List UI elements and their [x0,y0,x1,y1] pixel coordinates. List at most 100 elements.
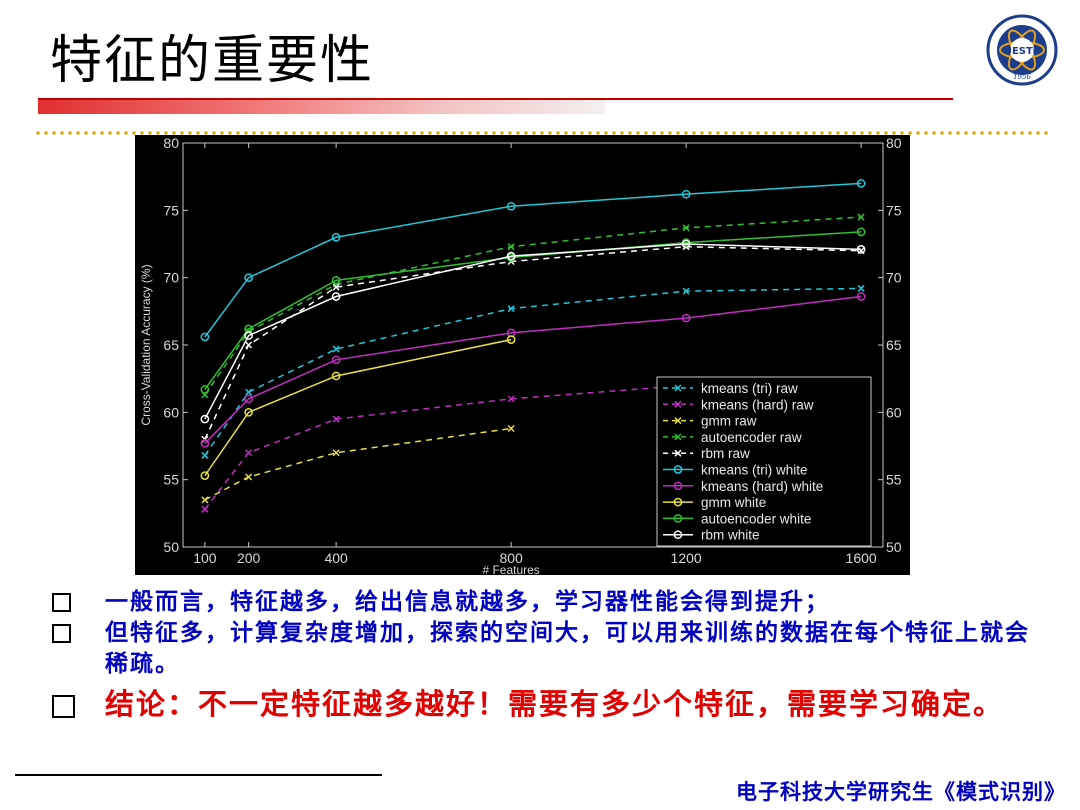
y-tick-label-right: 75 [886,202,902,218]
y-tick-label: 60 [163,404,179,420]
data-point [681,189,691,199]
data-point [331,371,341,381]
x-tick-label: 1600 [846,550,877,566]
data-point [673,530,683,540]
y-tick-label-right: 80 [886,135,902,151]
y-tick-label-right: 70 [886,270,902,286]
data-point [244,331,253,340]
x-tick-label: 400 [324,550,348,566]
data-point [674,400,682,408]
title-gradient-bar [38,100,605,114]
x-tick-label: 800 [499,550,523,566]
series-kmeans-hard-raw [201,381,690,513]
footer-course-name: 电子科技大学研究生《模式识别》 [736,779,1066,804]
legend-label: gmm raw [701,414,757,429]
data-point [201,496,209,504]
legend-label: rbm raw [701,446,750,461]
data-point [245,473,253,481]
data-point [332,449,340,457]
series-line [204,243,862,420]
bullet-item-2: 但特征多，计算复杂度增加，探索的空间大，可以用来训练的数据在每个特征上就会稀疏。 [50,617,1030,679]
data-point [244,273,253,283]
data-point [200,414,210,424]
data-point [507,243,515,251]
university-logo: UESTC 1956 [986,14,1058,86]
data-point [332,345,340,353]
y-tick-label-right: 50 [886,539,902,555]
bullet-text-1: 一般而言，特征越多，给出信息就越多，学习器性能会得到提升； [105,588,830,615]
data-point [856,292,866,301]
logo-year: 1956 [1013,73,1031,81]
series-line [204,216,862,396]
series-kmeans-tri-raw [201,284,865,459]
y-tick-label: 65 [163,337,179,353]
series-kmeans-tri-white [200,179,866,342]
data-point [331,292,341,301]
data-point [331,232,341,242]
data-point [245,341,253,349]
data-point [674,417,682,425]
data-point [245,388,253,396]
data-point [201,451,209,459]
data-point [506,335,516,344]
data-point [682,287,690,295]
bullet-box-icon [52,695,75,718]
data-point [331,276,341,285]
bullet-box-icon [52,624,71,643]
series-line [204,427,512,501]
data-point [673,465,683,474]
series-line [204,287,862,456]
legend-label: gmm white [701,495,766,510]
data-point [507,305,515,313]
legend-label: autoencoder white [701,511,811,526]
data-point [201,505,209,513]
slide-title: 特征的重要性 [50,31,375,91]
data-point [507,395,515,403]
legend-label: kmeans (tri) white [701,463,808,478]
x-axis-label: # Features [482,563,539,575]
data-point [674,384,682,392]
bullet-item-1: 一般而言，特征越多，给出信息就越多，学习器性能会得到提升； [50,586,1030,617]
data-point [245,449,253,457]
data-point [200,471,210,480]
data-point [200,385,210,394]
data-point [673,514,683,523]
x-tick-label: 100 [193,550,217,566]
y-axis-label: Cross-Validation Accuracy (%) [139,264,153,425]
series-line [204,384,687,510]
series-line [204,245,862,440]
legend-label: kmeans (hard) raw [701,397,814,412]
data-point [856,179,866,188]
series-line [204,295,862,444]
conclusion-item: 结论：不一定特征越多越好！需要有多少个特征，需要学习确定。 [50,685,1030,723]
series-gmm-white [200,335,516,480]
series-rbm-white [200,239,866,424]
data-point [244,394,253,404]
series-line [204,182,862,338]
legend-label: kmeans (hard) white [701,479,823,494]
bullet-list: 一般而言，特征越多，给出信息就越多，学习器性能会得到提升； 但特征多，计算复杂度… [50,586,1030,723]
x-tick-label: 1200 [671,550,702,566]
data-point [857,284,865,292]
series-gmm-raw [201,424,515,504]
data-point [506,251,516,261]
legend-label: autoencoder raw [701,430,802,445]
y-tick-label: 50 [163,539,179,555]
data-point [674,433,682,441]
data-point [332,283,340,291]
data-point [244,407,253,417]
data-point [682,224,690,232]
y-tick-label-right: 60 [886,404,902,420]
conclusion-text: 结论：不一定特征越多越好！需要有多少个特征，需要学习确定。 [105,687,1005,721]
legend-label: kmeans (tri) raw [701,381,798,396]
data-point [856,227,866,237]
series-line [204,231,862,390]
series-line [204,338,512,477]
data-point [681,239,691,249]
data-point [673,481,683,491]
y-tick-label-right: 55 [886,472,902,488]
data-point [857,213,865,221]
y-tick-label: 75 [163,202,179,218]
data-point [331,355,341,365]
title-underline [38,98,953,100]
